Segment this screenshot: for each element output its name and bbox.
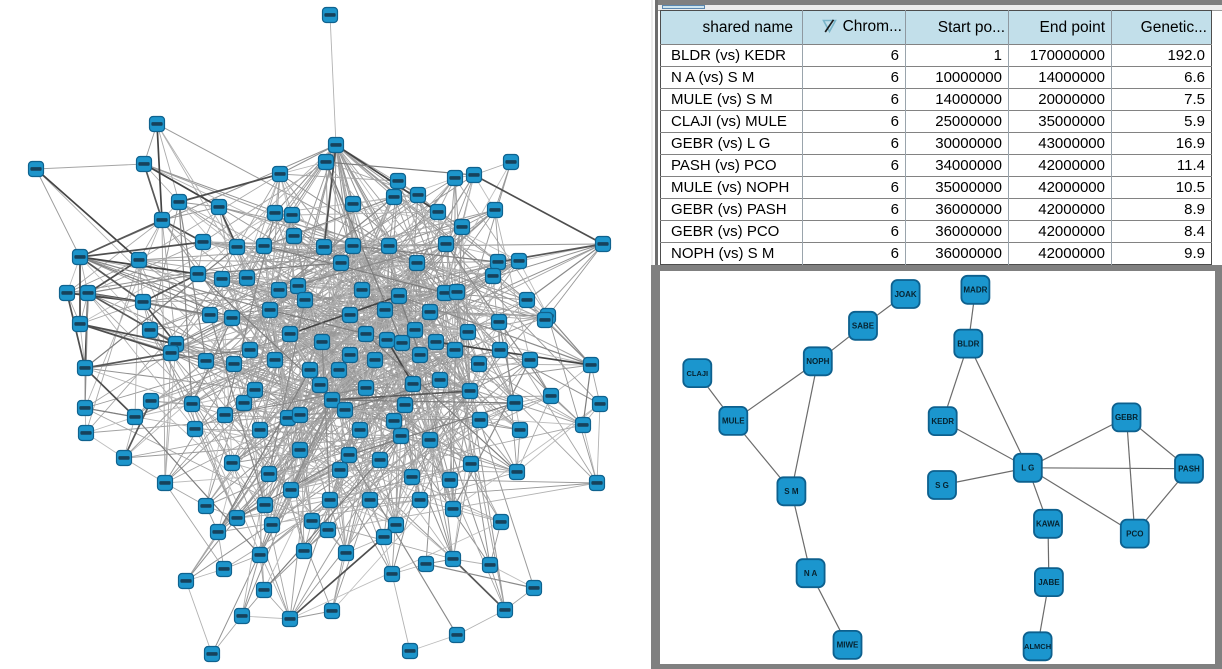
svg-text:N A: N A — [804, 569, 818, 578]
svg-text:KEDR: KEDR — [931, 417, 954, 426]
svg-text:MULE: MULE — [722, 417, 745, 426]
svg-text:NOPH: NOPH — [806, 357, 829, 366]
svg-text:MIWE: MIWE — [837, 641, 859, 650]
svg-text:GEBR: GEBR — [1115, 413, 1138, 422]
svg-text:PASH: PASH — [1178, 465, 1200, 474]
svg-text:SABE: SABE — [852, 322, 875, 331]
svg-text:L G: L G — [1021, 464, 1034, 473]
svg-text:S M: S M — [784, 487, 799, 496]
svg-text:JOAK: JOAK — [894, 290, 916, 299]
svg-text:KAWA: KAWA — [1036, 520, 1060, 529]
svg-text:MADR: MADR — [963, 286, 987, 295]
svg-text:ALMCH: ALMCH — [1024, 642, 1051, 651]
svg-text:S G: S G — [935, 481, 949, 490]
svg-text:BLDR: BLDR — [957, 339, 979, 348]
svg-text:PCO: PCO — [1126, 529, 1143, 538]
svg-text:CLAJI: CLAJI — [686, 369, 708, 378]
svg-text:JABE: JABE — [1038, 578, 1060, 587]
